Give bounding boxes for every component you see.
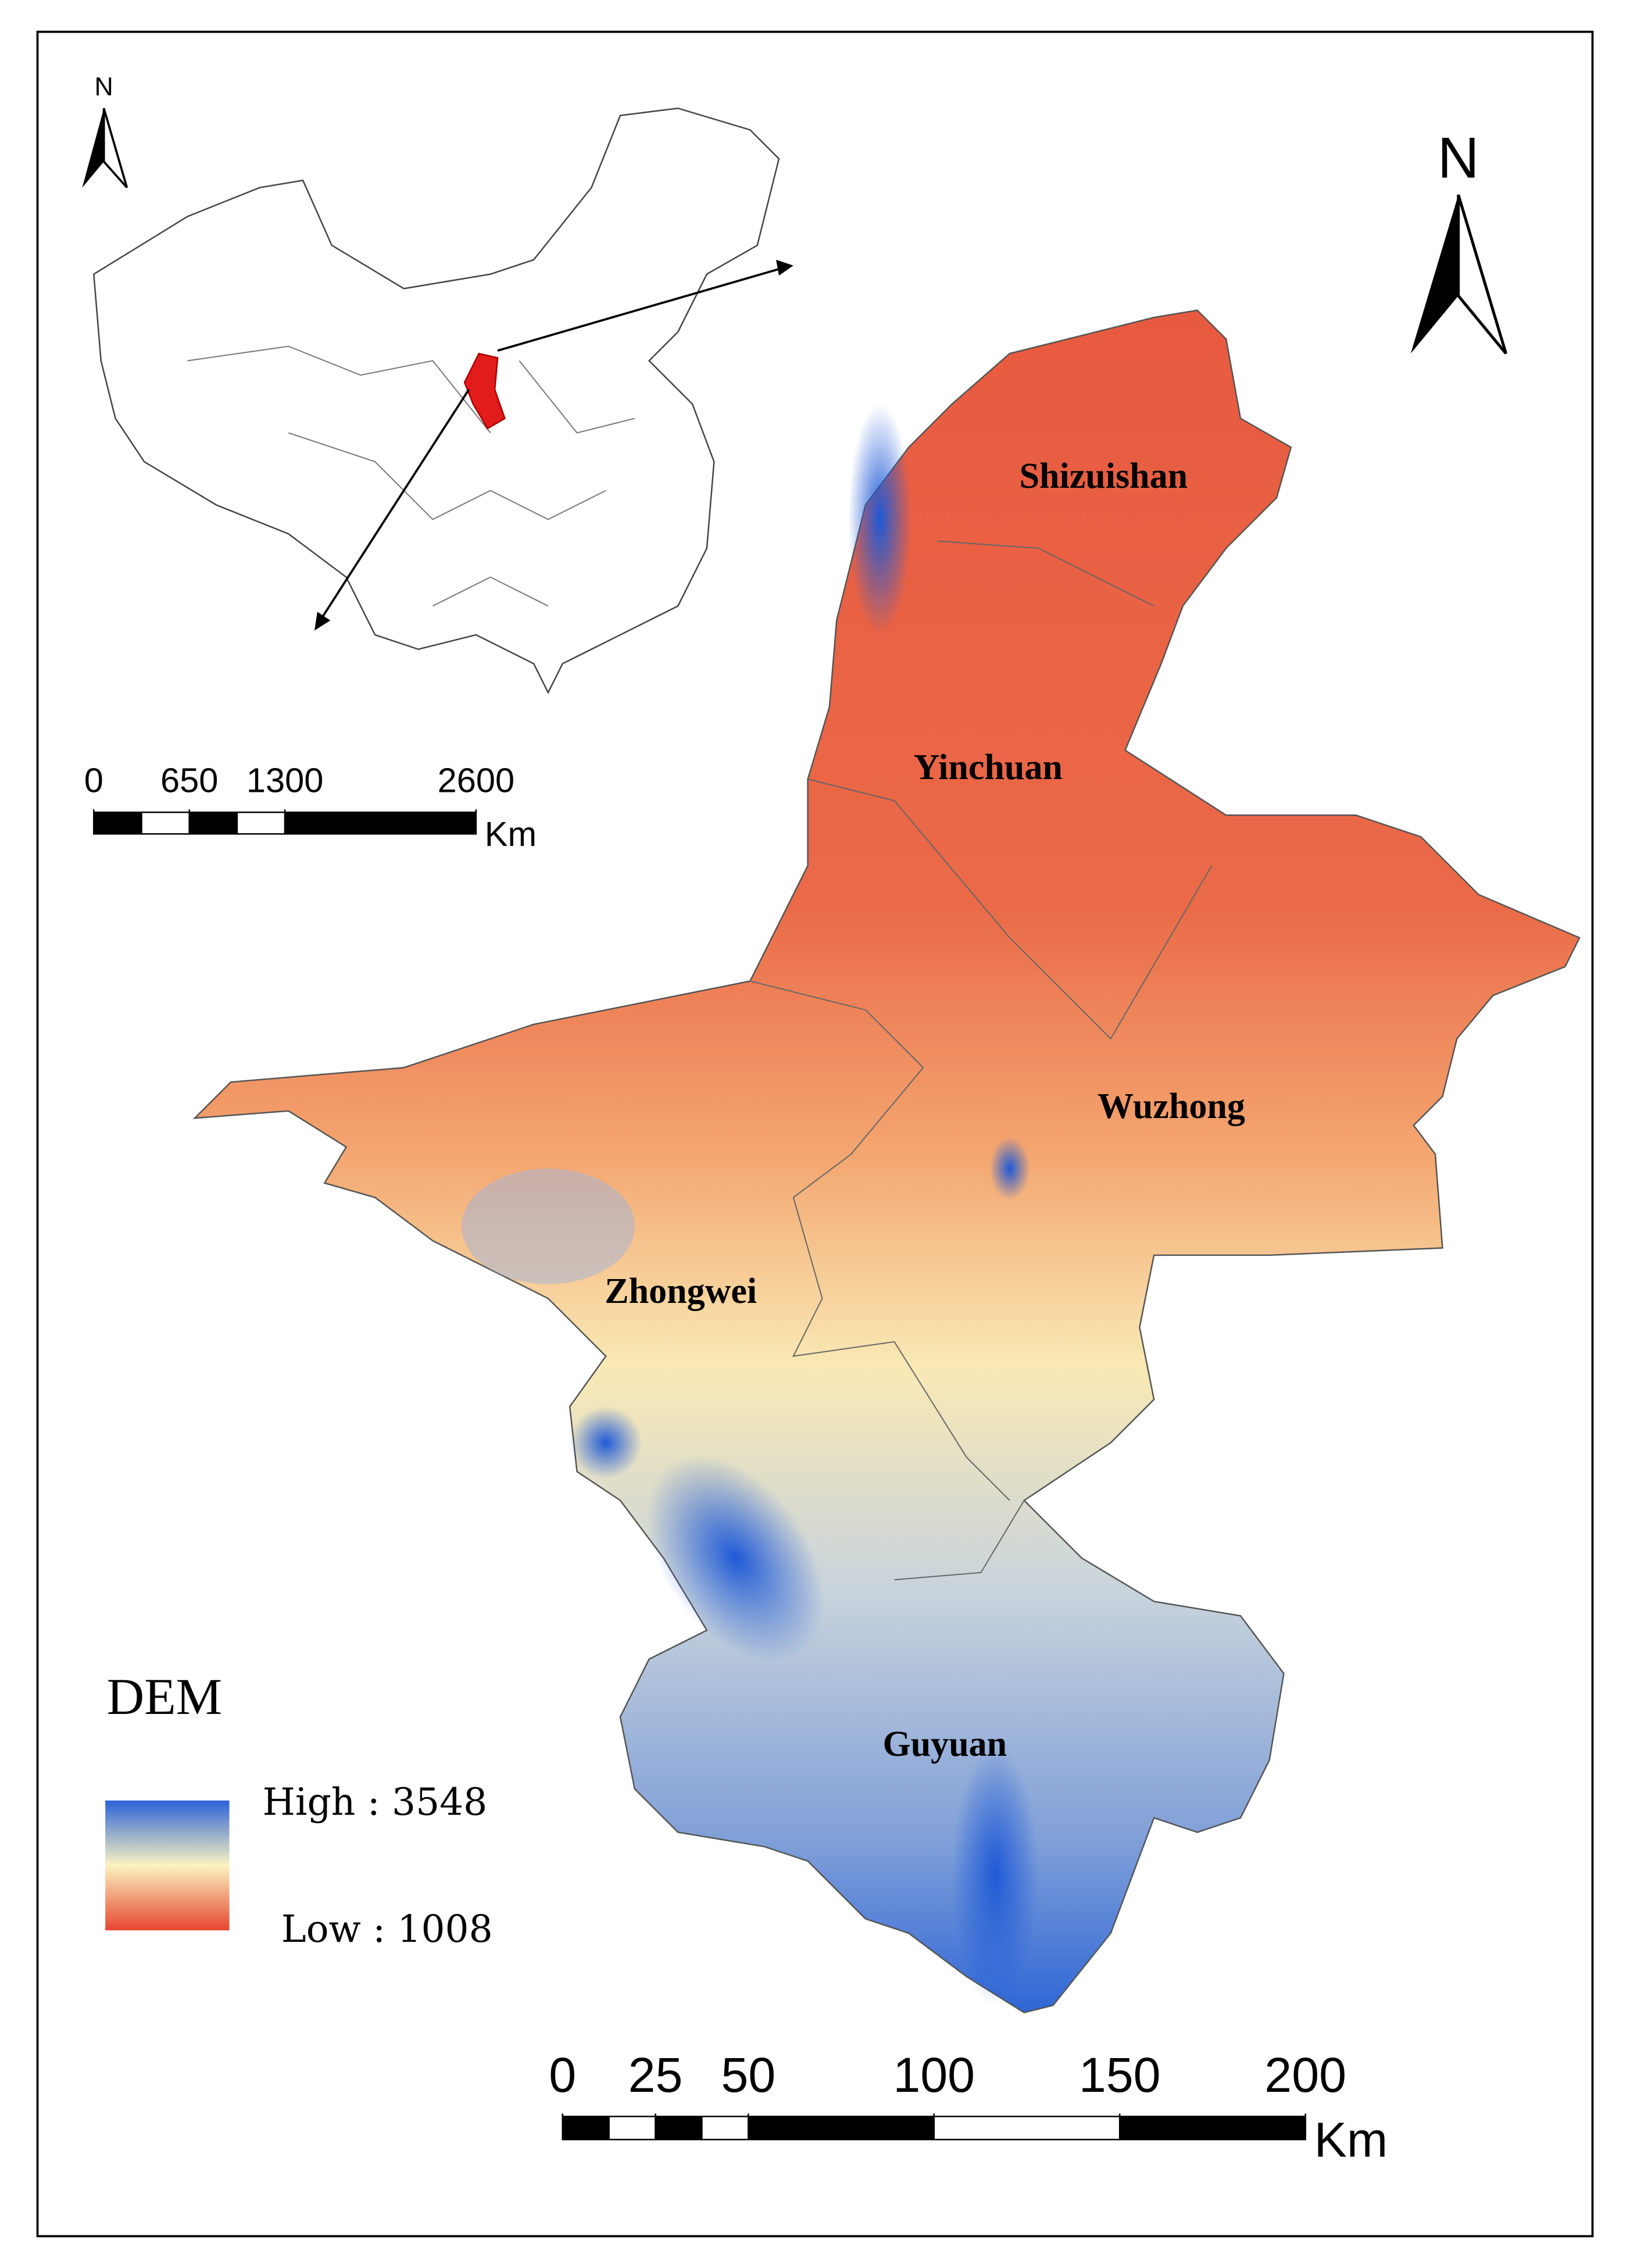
scale-segment [188, 811, 238, 835]
dem-region [192, 309, 1581, 2014]
map-frame [36, 30, 1594, 2238]
arrow-half [102, 108, 128, 188]
scale-segment [236, 811, 286, 835]
scale-tick-label: 100 [893, 2048, 975, 2102]
country-outline [92, 107, 780, 694]
scale-tick-label: 200 [1264, 2048, 1346, 2102]
scale-unit: Km [485, 815, 537, 853]
scale-tick-label: 650 [160, 760, 218, 799]
scale-tick-label: 25 [628, 2048, 683, 2102]
province-lines [187, 345, 635, 607]
highland [848, 403, 912, 635]
scale-segment [608, 2116, 656, 2141]
scale-tick-label: 2600 [438, 760, 514, 799]
legend-title: DEM [107, 1668, 223, 1726]
scale-unit: Km [1314, 2113, 1388, 2167]
highland [952, 1745, 1039, 2006]
city-label: Shizuishan [1019, 456, 1188, 496]
region-outline [192, 309, 1581, 2014]
highland [462, 1169, 635, 1284]
highland [989, 1137, 1030, 1201]
highland [646, 1455, 825, 1662]
scale-segment [562, 2116, 610, 2141]
legend-high: High : 3548 [263, 1781, 488, 1824]
boundary [894, 1500, 1025, 1581]
scale-segment [284, 811, 477, 835]
scale-bars: 0 25 50 100 150 200 Km 0 650 1300 2600 Km [84, 760, 1388, 2167]
city-label: Guyuan [882, 1724, 1007, 1764]
scale-segment [701, 2116, 749, 2141]
legend-low: Low : 1008 [281, 1908, 493, 1951]
callout-arrow [319, 389, 470, 622]
legend-ramp [105, 1800, 230, 1931]
highland [570, 1406, 642, 1479]
scale-segment [933, 2116, 1121, 2141]
arrow-half [1457, 194, 1507, 355]
callout-arrow [497, 266, 787, 352]
scale-segment [93, 811, 142, 835]
north-label: N [1438, 126, 1479, 190]
scale-tick-label: 150 [1079, 2048, 1161, 2102]
arrow-head [776, 259, 793, 276]
legend: DEM High : 3548 Low : 1008 [105, 1668, 493, 1951]
boundary [807, 778, 1213, 1040]
scale-tick-label: 0 [84, 760, 103, 799]
scale-tick-label: 50 [721, 2048, 775, 2102]
scale-tick-label: 0 [549, 2048, 576, 2102]
arrow-head [314, 612, 331, 631]
arrow-half [82, 108, 104, 188]
city-label: Yinchuan [914, 748, 1063, 787]
scale-segment [1118, 2116, 1306, 2141]
city-label: Wuzhong [1098, 1087, 1245, 1126]
scale-segment [747, 2116, 935, 2141]
city-label: Zhongwei [605, 1271, 757, 1311]
boundary [750, 980, 1010, 1501]
inset-map: N [82, 73, 793, 694]
ningxia-highlight [463, 352, 506, 430]
scale-tick-label: 1300 [246, 760, 323, 799]
scale-segment [141, 811, 190, 835]
boundary [937, 540, 1154, 607]
scale-segment [655, 2116, 703, 2141]
north-label: N [95, 73, 113, 101]
